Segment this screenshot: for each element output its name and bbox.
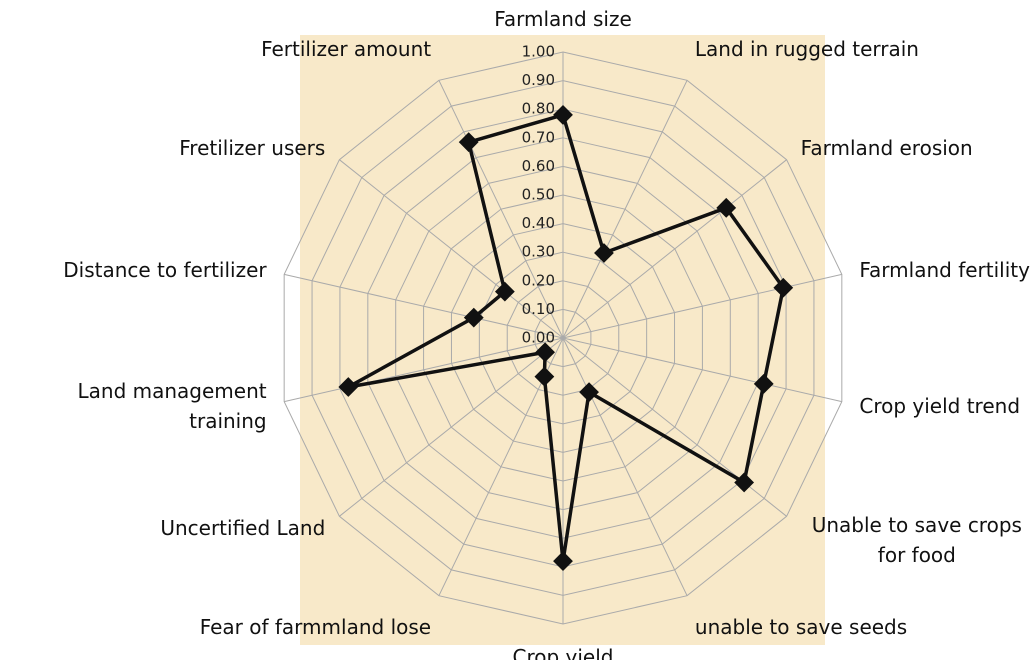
data-point: [734, 472, 755, 493]
r-tick-label: 0.50: [522, 186, 555, 204]
data-point: [553, 551, 573, 571]
category-label: Fertilizer amount: [261, 37, 432, 62]
category-label: Crop yield: [512, 645, 614, 660]
r-tick-label: 1.00: [522, 43, 555, 61]
r-tick-label: 0.90: [522, 71, 555, 89]
data-point: [753, 373, 774, 394]
r-tick-label: 0.40: [522, 214, 555, 232]
r-tick-label: 0.00: [522, 329, 555, 347]
data-point: [494, 281, 515, 302]
category-label: Fretilizer users: [179, 136, 326, 161]
data-point: [458, 132, 479, 153]
data-point: [463, 307, 484, 328]
category-label: Farmland fertility: [859, 258, 1030, 283]
r-tick-label: 0.70: [522, 128, 555, 146]
r-tick-label: 0.80: [522, 100, 555, 118]
r-tick-label: 0.10: [522, 300, 555, 318]
r-tick-label: 0.20: [522, 271, 555, 289]
data-point: [534, 366, 555, 387]
category-label: Crop yield trend: [859, 393, 1021, 418]
data-point: [579, 382, 599, 403]
r-tick-label: 0.60: [522, 157, 555, 175]
category-label: Fear of farmmland lose: [199, 614, 432, 639]
spoke: [562, 273, 842, 339]
category-label: Uncertified Land: [160, 515, 326, 540]
category-label: Farmland size: [494, 7, 632, 31]
spoke: [562, 159, 787, 339]
r-tick-label: 0.30: [522, 243, 555, 261]
spoke: [562, 337, 842, 403]
spoke: [339, 159, 564, 339]
category-label: Unable to save crops for food: [811, 512, 1022, 567]
spoke: [284, 337, 564, 403]
category-label: unable to save seeds: [694, 614, 908, 639]
category-label: Land in rugged terrain: [694, 37, 919, 62]
spoke: [562, 80, 688, 339]
spoke: [438, 80, 564, 339]
category-label: Distance to fertilizer: [63, 258, 267, 283]
data-point: [535, 342, 556, 363]
category-label: Land management training: [77, 378, 267, 433]
spoke: [284, 273, 564, 339]
category-label: Farmland erosion: [800, 136, 973, 161]
data-point: [773, 277, 794, 298]
spoke: [562, 337, 688, 596]
spoke: [339, 337, 564, 517]
data-point: [338, 377, 359, 397]
